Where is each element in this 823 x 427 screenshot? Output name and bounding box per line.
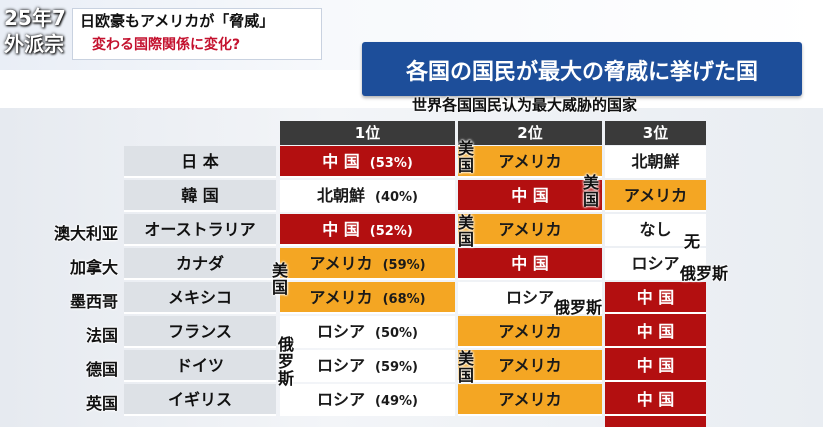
threat-country: アメリカ — [498, 322, 562, 341]
country-label: イギリス — [124, 384, 276, 416]
rank-1-cell: 中 国 (53%) — [280, 146, 455, 178]
page-title: 各国の国民が最大の脅威に挙げた国 — [405, 60, 758, 85]
threat-country: 中 国 — [511, 186, 549, 205]
rank-1-cell: 中 国 (52%) — [280, 214, 455, 246]
annotation-us-4: 美国 — [271, 261, 288, 297]
threat-country: 中 国 — [322, 220, 360, 239]
corner-text-2: 外派宗 — [4, 32, 64, 56]
rank-3-cell: 中 国 — [605, 282, 706, 314]
header-rank-3: 3位 — [605, 121, 706, 145]
rank-2-cell: アメリカ — [458, 146, 602, 178]
annotation-us-5: 美国 — [457, 349, 474, 385]
threat-country: アメリカ — [309, 288, 373, 307]
threat-country: アメリカ — [498, 220, 562, 239]
headline-line-1: 日欧豪もアメリカが「脅威」 — [80, 12, 275, 30]
rank-1-cell: アメリカ (59%) — [280, 248, 455, 280]
rank-3-cell: アメリカ — [605, 180, 706, 212]
rank-3-cell: なし — [605, 214, 706, 246]
threat-country: ロシア — [316, 356, 365, 375]
rank-1-cell: ロシア (50%) — [280, 316, 455, 348]
annotation-us-1: 美国 — [457, 139, 474, 175]
threat-country: ロシア — [631, 254, 680, 273]
threat-country: アメリカ — [498, 152, 562, 171]
threat-country: 北朝鮮 — [631, 152, 680, 171]
rank-3-cell: 中 国 — [605, 384, 706, 416]
rank-1-cell: 北朝鮮 (40%) — [280, 180, 455, 212]
threat-country: アメリカ — [623, 186, 688, 205]
rank-2-cell: アメリカ — [458, 350, 602, 382]
annotation-russia-1: 俄罗斯 — [680, 264, 729, 283]
rank-2-cell: アメリカ — [458, 316, 602, 348]
rank-3-cell: ロシア — [605, 248, 706, 280]
header-rank-2: 2位 — [458, 121, 602, 145]
headline-line-2: 変わる国際関係に変化? — [92, 37, 241, 53]
threat-country: アメリカ — [498, 356, 562, 375]
threat-country: アメリカ — [309, 254, 373, 273]
threat-country: ロシア — [316, 322, 365, 341]
threat-country: 中 国 — [511, 254, 549, 273]
header-rank-1: 1位 — [280, 121, 455, 145]
country-label: 韓 国 — [124, 180, 276, 212]
rank-2-cell: 中 国 — [458, 180, 602, 212]
country-chinese-label: 加拿大 — [69, 258, 118, 277]
rank-2-cell: ロシア — [458, 282, 602, 314]
rank-2-cell: アメリカ — [458, 384, 602, 416]
threat-percentage: (59%) — [375, 360, 418, 375]
threat-country: 北朝鮮 — [316, 186, 365, 205]
rank-1-cell: アメリカ (68%) — [280, 282, 455, 314]
title-box — [362, 42, 802, 96]
annotation-us-2: 美国 — [582, 173, 599, 209]
country-label: オーストラリア — [124, 214, 276, 246]
threat-country: なし — [639, 220, 672, 239]
country-chinese-label: 法国 — [85, 326, 118, 345]
rank-2-cell: アメリカ — [458, 214, 602, 246]
country-label: フランス — [124, 316, 276, 348]
threat-country: 中 国 — [322, 152, 360, 171]
country-label: カナダ — [124, 248, 276, 280]
rank-2-cell: 中 国 — [458, 248, 602, 280]
threat-percentage: (40%) — [375, 190, 418, 205]
threat-country: 中 国 — [636, 356, 675, 375]
country-label: メキシコ — [124, 282, 276, 314]
country-chinese-label: 英国 — [85, 394, 118, 413]
threat-country: ロシア — [316, 390, 365, 409]
country-chinese-label: 墨西哥 — [69, 292, 118, 311]
threat-country: ロシア — [505, 288, 554, 307]
corner-text-1: 25年7 — [4, 6, 66, 30]
annotation-russia-vertical: 俄罗斯 — [277, 335, 294, 388]
headline-box — [72, 8, 322, 60]
rank-3-cell: 北朝鮮 — [605, 146, 706, 178]
threat-percentage: (52%) — [369, 224, 413, 239]
rank-1-cell: ロシア (59%) — [280, 350, 455, 382]
threat-country: アメリカ — [498, 390, 562, 409]
annotation-russia-2: 俄罗斯 — [554, 298, 603, 317]
rank-3-cell: 中 国 — [605, 350, 706, 382]
threat-percentage: (50%) — [375, 326, 418, 341]
country-chinese-label: 德国 — [85, 360, 118, 379]
rank-1-cell: ロシア (49%) — [280, 384, 455, 416]
threat-country: 中 国 — [636, 322, 675, 341]
threat-percentage: (49%) — [375, 394, 418, 409]
threat-percentage: (59%) — [382, 258, 426, 273]
annotation-none: 无 — [684, 232, 701, 251]
annotation-us-3: 美国 — [457, 213, 474, 249]
country-label: 日 本 — [124, 146, 276, 178]
country-chinese-label: 澳大利亚 — [53, 224, 118, 243]
rank-3-cell: 中 国 — [605, 316, 706, 348]
page-title-chinese: 世界各国国民认为最大威胁的国家 — [412, 96, 638, 114]
country-label: ドイツ — [124, 350, 276, 382]
threat-percentage: (68%) — [382, 292, 426, 307]
threat-country: 中 国 — [636, 288, 675, 307]
threat-country: 中 国 — [636, 390, 675, 409]
threat-percentage: (53%) — [369, 156, 413, 171]
